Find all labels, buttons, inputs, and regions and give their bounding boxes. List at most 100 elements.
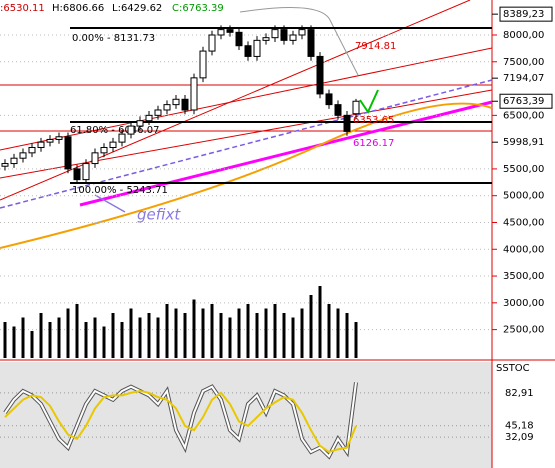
trend-line bbox=[0, 89, 493, 179]
volume-bar bbox=[237, 308, 241, 358]
candle-body bbox=[136, 120, 144, 127]
candle-body bbox=[100, 146, 108, 154]
y-tick-label: 5000,00 bbox=[503, 191, 544, 202]
annotation: 6126.17 bbox=[353, 138, 394, 149]
candle-body bbox=[217, 29, 225, 36]
volume-bar bbox=[30, 331, 34, 358]
candle-body bbox=[46, 138, 54, 143]
high-label: H:6806.66 bbox=[52, 3, 104, 14]
price-marker-box bbox=[499, 93, 553, 109]
volume-bar bbox=[84, 322, 88, 358]
volume-bar bbox=[48, 322, 52, 358]
close-label: C:6763.39 bbox=[172, 3, 224, 14]
candle-body bbox=[127, 125, 135, 135]
trend-line bbox=[0, 0, 471, 201]
candle-body bbox=[244, 45, 252, 57]
candle-body bbox=[82, 163, 90, 181]
trend-line bbox=[0, 79, 493, 209]
check-mark bbox=[359, 89, 379, 115]
oscillator-label: 45,18 bbox=[505, 421, 534, 432]
volume-bar bbox=[129, 308, 133, 358]
candle-body bbox=[289, 34, 297, 41]
candle-body bbox=[199, 50, 207, 79]
volume-bar bbox=[3, 322, 7, 358]
y-tick-label: 8000,00 bbox=[503, 30, 544, 41]
candle-body bbox=[352, 100, 360, 115]
price-marker-label: 5998,91 bbox=[503, 137, 544, 148]
volume-bar bbox=[309, 295, 313, 358]
candle-body bbox=[55, 136, 63, 140]
candle-body bbox=[325, 93, 333, 106]
y-tick-label: 6500,00 bbox=[503, 110, 544, 121]
oscillator-label: 82,91 bbox=[505, 388, 534, 399]
candle-body bbox=[334, 104, 342, 116]
candle-body bbox=[37, 141, 45, 148]
low-label: L:6429.62 bbox=[112, 3, 162, 14]
oscillator-title: SSTOC bbox=[496, 363, 530, 374]
candle-body bbox=[163, 104, 171, 111]
annotation: gefixt bbox=[137, 206, 181, 224]
candle-body bbox=[190, 77, 198, 111]
volume-bar bbox=[75, 304, 79, 358]
volume-bar bbox=[282, 313, 286, 358]
candle-body bbox=[172, 98, 180, 106]
volume-bar bbox=[345, 313, 349, 358]
volume-bar bbox=[264, 308, 268, 358]
candle-body bbox=[298, 29, 306, 36]
band bbox=[239, 7, 359, 76]
volume-bar bbox=[327, 304, 331, 358]
volume-bar bbox=[138, 317, 142, 358]
annotation: 6353.65 bbox=[353, 115, 394, 126]
annotation: 7914.81 bbox=[355, 41, 396, 52]
pen-stroke bbox=[94, 194, 126, 213]
y-tick-label: 7500,00 bbox=[503, 57, 544, 68]
volume-bar bbox=[219, 313, 223, 358]
trend-line bbox=[0, 47, 493, 151]
candle-body bbox=[253, 39, 261, 57]
y-tick-label: 5500,00 bbox=[503, 164, 544, 175]
moving-average bbox=[0, 102, 493, 249]
open-label: :6530.11 bbox=[0, 3, 45, 14]
volume-bar bbox=[336, 308, 340, 358]
volume-bar bbox=[156, 317, 160, 358]
volume-bar bbox=[12, 326, 16, 358]
volume-bar bbox=[39, 313, 43, 358]
oscillator-line bbox=[4, 382, 357, 458]
volume-bar bbox=[93, 317, 97, 358]
volume-bar bbox=[354, 322, 358, 358]
price-marker-label: 8389,23 bbox=[503, 9, 544, 20]
volume-bar bbox=[201, 308, 205, 358]
candle-body bbox=[271, 29, 279, 39]
price-marker-box bbox=[499, 6, 553, 22]
candle-body bbox=[307, 29, 315, 57]
y-tick-label: 4000,00 bbox=[503, 244, 544, 255]
volume-bar bbox=[210, 304, 214, 358]
candle-body bbox=[73, 168, 81, 181]
volume-bar bbox=[111, 313, 115, 358]
volume-bar bbox=[192, 299, 196, 358]
candle-body bbox=[118, 133, 126, 143]
volume-bar bbox=[300, 308, 304, 358]
volume-bar bbox=[120, 322, 124, 358]
candle-body bbox=[145, 114, 153, 122]
price-marker-label: 6763,39 bbox=[503, 96, 544, 107]
y-tick-label: 3500,00 bbox=[503, 271, 544, 282]
candle-body bbox=[280, 29, 288, 41]
volume-bar bbox=[174, 308, 178, 358]
candle-body bbox=[262, 37, 270, 41]
volume-bar bbox=[291, 317, 295, 358]
candle-body bbox=[64, 136, 72, 170]
volume-bar bbox=[318, 286, 322, 358]
oscillator-label: 32,09 bbox=[505, 432, 534, 443]
candle-body bbox=[343, 114, 351, 132]
candle-body bbox=[154, 109, 162, 116]
trend-line bbox=[79, 100, 493, 207]
candle-body bbox=[316, 55, 324, 95]
candle-body bbox=[226, 29, 234, 33]
price-marker-label: 7194,07 bbox=[503, 73, 544, 84]
volume-bar bbox=[57, 317, 61, 358]
volume-bar bbox=[66, 308, 70, 358]
y-tick-label: 3000,00 bbox=[503, 298, 544, 309]
candle-body bbox=[28, 146, 36, 154]
annotation: 0.00% - 8131.73 bbox=[72, 33, 155, 44]
